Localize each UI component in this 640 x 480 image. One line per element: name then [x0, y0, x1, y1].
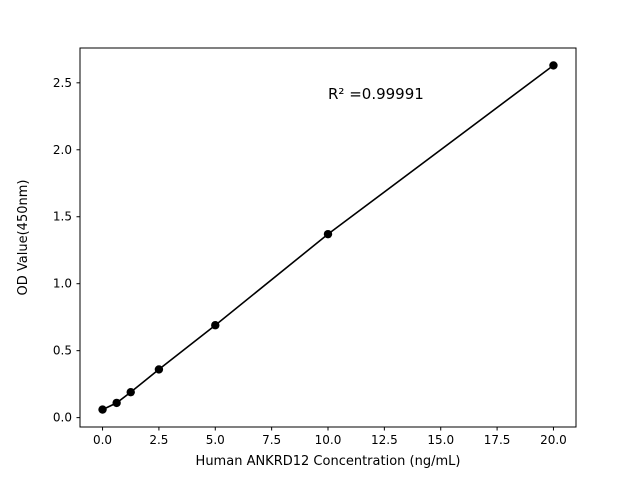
data-point — [549, 61, 558, 70]
x-tick-label: 7.5 — [262, 433, 281, 447]
y-tick-label: 2.0 — [53, 143, 72, 157]
x-tick-label: 0.0 — [93, 433, 112, 447]
y-tick-label: 2.5 — [53, 76, 72, 90]
x-tick-label: 20.0 — [540, 433, 567, 447]
x-tick-label: 2.5 — [149, 433, 168, 447]
y-axis-label: OD Value(450nm) — [16, 180, 31, 296]
x-tick-label: 17.5 — [484, 433, 511, 447]
data-point — [323, 229, 333, 239]
x-tick-label: 5.0 — [206, 433, 225, 447]
data-point — [98, 405, 107, 414]
data-point — [154, 365, 164, 374]
data-point — [112, 398, 121, 408]
data-point — [211, 321, 220, 330]
x-tick-label: 15.0 — [427, 433, 454, 447]
x-tick-label: 12.5 — [371, 433, 398, 447]
data-point — [126, 387, 135, 397]
y-tick-label: 0.5 — [53, 344, 72, 358]
r-squared-annotation: R² =0.99991 — [328, 85, 424, 103]
y-tick-label: 1.5 — [53, 210, 72, 224]
y-tick-label: 1.0 — [53, 277, 72, 291]
x-axis-label: Human ANKRD12 Concentration (ng/mL) — [196, 454, 461, 469]
x-tick-label: 10.0 — [315, 433, 342, 447]
y-tick-label: 0.0 — [53, 411, 72, 425]
